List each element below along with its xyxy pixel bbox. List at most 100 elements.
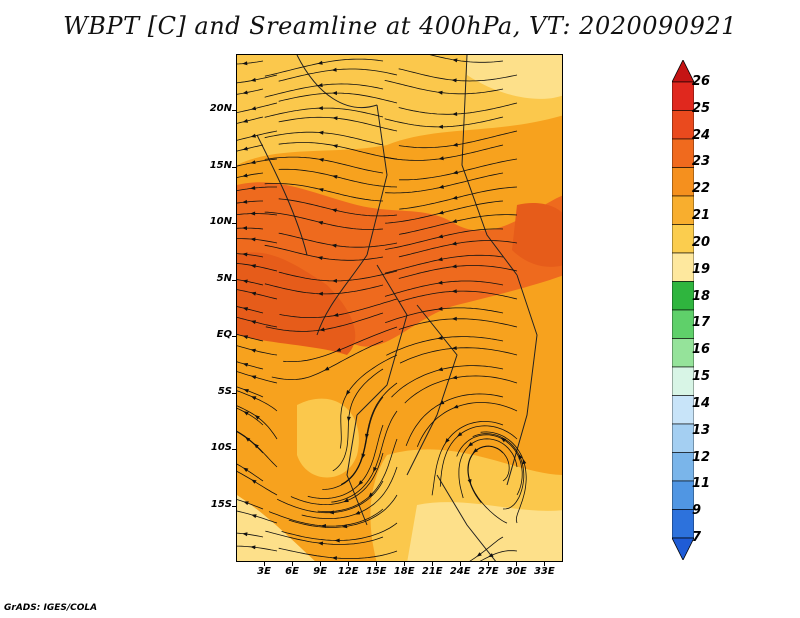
- colorbar-label: 14: [692, 395, 711, 411]
- y-tick-mark: [232, 449, 236, 451]
- streamline-arrow: [445, 438, 450, 444]
- y-tick-label: 15S: [210, 498, 232, 510]
- streamline-arrow: [242, 335, 248, 340]
- streamline-arrow: [354, 510, 361, 515]
- colorbar-label: 17: [692, 315, 711, 331]
- streamline: [237, 532, 264, 538]
- streamline-arrow: [250, 237, 256, 242]
- streamline-arrow: [437, 367, 443, 372]
- streamline-arrow: [452, 112, 458, 116]
- colorbar-segment: [672, 309, 694, 339]
- colorbar-segment: [672, 366, 694, 396]
- x-tick-label: 24E: [449, 566, 471, 577]
- streamline: [264, 244, 384, 261]
- streamline: [279, 298, 398, 318]
- streamline-arrow: [242, 146, 248, 151]
- colorbar-label: 12: [692, 449, 711, 465]
- colorbar-label: 9: [692, 503, 702, 519]
- streamline-arrow: [373, 466, 378, 473]
- streamline: [271, 340, 384, 380]
- streamline: [480, 431, 527, 524]
- streamline: [456, 434, 523, 496]
- streamline-arrow: [242, 173, 248, 178]
- colorbar-label: 16: [692, 342, 711, 358]
- colorbar-label: 20: [692, 234, 711, 250]
- streamline: [237, 361, 264, 370]
- streamline: [384, 116, 504, 128]
- streamline-arrow: [518, 453, 523, 460]
- streamline-arrow: [331, 67, 337, 72]
- x-tick-label: 21E: [421, 566, 443, 577]
- x-tick-label: 33E: [533, 566, 555, 577]
- streamline: [384, 144, 504, 161]
- streamline: [237, 200, 263, 204]
- wbpt-field-sw-light: [237, 495, 315, 561]
- colorbar-label: 21: [692, 208, 711, 224]
- streamline-arrow: [343, 498, 349, 503]
- colorbar-segment: [672, 395, 694, 425]
- streamline: [264, 83, 384, 98]
- x-tick-mark: [544, 562, 546, 566]
- streamline-arrow: [453, 404, 459, 409]
- streamline-arrow: [488, 553, 494, 557]
- streamline-arrow: [467, 442, 474, 447]
- streamline: [416, 402, 518, 447]
- streamline: [469, 536, 504, 561]
- streamline-arrow: [242, 279, 248, 284]
- streamline: [301, 466, 398, 519]
- streamline-arrow: [332, 116, 338, 121]
- streamline-arrow: [242, 363, 249, 367]
- streamline-arrow: [452, 195, 458, 200]
- streamline: [384, 254, 504, 274]
- streamline-arrow: [451, 78, 457, 83]
- streamline-arrow: [317, 60, 323, 65]
- colorbar-segment: [672, 423, 694, 453]
- streamline: [278, 92, 398, 104]
- x-tick-label: 30E: [505, 566, 527, 577]
- wbpt-field-south-mild-west: [297, 398, 359, 478]
- streamline: [264, 283, 384, 295]
- y-tick-mark: [232, 505, 236, 507]
- streamline-arrow: [368, 492, 374, 498]
- wbpt-field-ne-light: [467, 55, 562, 99]
- streamline: [265, 530, 384, 545]
- colorbar-top-arrow: [672, 60, 694, 83]
- x-tick-mark: [488, 562, 490, 566]
- streamline: [472, 433, 525, 510]
- colorbar-segment: [672, 224, 694, 254]
- streamline-arrow: [254, 415, 260, 420]
- streamline: [399, 158, 518, 181]
- streamline-arrow: [324, 366, 330, 371]
- streamline-arrow: [332, 91, 337, 96]
- y-tick-mark: [232, 110, 236, 112]
- colorbar-label: 13: [692, 422, 711, 438]
- streamline-arrow: [476, 552, 482, 557]
- streamline-arrow: [437, 335, 443, 340]
- streamline: [399, 186, 518, 210]
- streamline-arrow: [251, 479, 257, 484]
- streamline-arrow: [242, 226, 247, 231]
- streamline-arrow: [318, 130, 324, 135]
- streamline: [385, 200, 504, 224]
- streamline: [278, 198, 398, 217]
- streamline: [398, 318, 518, 330]
- streamline: [458, 438, 518, 499]
- y-tick-mark: [232, 166, 236, 168]
- streamline-arrow: [250, 106, 257, 111]
- streamline-arrow: [242, 61, 248, 66]
- colorbar-label: 19: [692, 261, 711, 277]
- colorbar-segment: [672, 509, 694, 539]
- streamline: [237, 333, 264, 342]
- wbpt-field-south-light: [407, 502, 562, 561]
- streamline-arrow: [250, 375, 257, 380]
- streamline: [237, 407, 264, 426]
- streamline-arrow: [317, 106, 323, 111]
- streamline-arrow: [335, 347, 342, 352]
- streamline-arrow: [318, 188, 324, 192]
- streamline: [237, 227, 264, 230]
- x-tick-mark: [376, 562, 378, 566]
- colorbar-segment: [672, 452, 694, 482]
- streamline-arrow: [451, 241, 457, 246]
- streamline-arrow: [317, 291, 323, 296]
- streamline: [385, 172, 504, 194]
